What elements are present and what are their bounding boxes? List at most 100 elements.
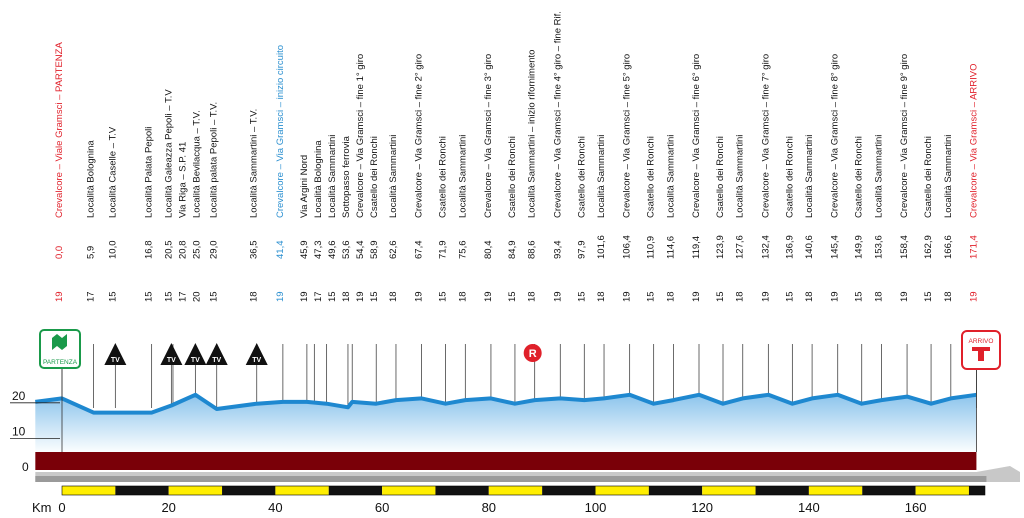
waypoint-name: Sottopasso ferrovia — [341, 135, 352, 218]
waypoint-km: 49,6 — [327, 241, 338, 260]
waypoint-name: Località Bolognina — [85, 140, 96, 218]
x-tick-label: 20 — [161, 500, 175, 515]
waypoint-altitude: 18 — [388, 291, 399, 302]
start-badge-text: PARTENZA — [43, 359, 78, 366]
waypoint-name-part: Csatello dei Ronchi — [784, 136, 795, 218]
waypoint-altitude: 19 — [414, 291, 425, 302]
km-ruler-segment — [595, 486, 649, 495]
waypoint-name: Località Bevilacqua – T.V. — [191, 110, 202, 218]
tv-warning-icon — [245, 343, 268, 365]
tv-marker: TV — [160, 343, 183, 365]
waypoint-altitude: 19 — [552, 291, 563, 302]
waypoint-name-part: Sottopasso ferrovia — [341, 135, 352, 218]
waypoint-name-part: Località Palata Pepoli — [144, 127, 155, 218]
waypoint-km: 140,6 — [804, 235, 815, 259]
waypoint-name-part: Csatello dei Ronchi — [854, 136, 865, 218]
km-ruler-segment — [115, 486, 169, 495]
waypoint-km: 67,4 — [414, 241, 425, 260]
waypoint-altitude: 19 — [275, 291, 286, 302]
waypoint-name-part: Località Sammartini — [457, 135, 468, 218]
markers: PARTENZA ARRIVO TV TV TV TV TV R — [39, 329, 1001, 370]
waypoint-name-part: Csatello dei Ronchi — [576, 136, 587, 218]
tv-label: TV — [212, 357, 221, 364]
waypoint-name-part: Località Sammartini — [596, 135, 607, 218]
profile-area — [35, 394, 977, 454]
waypoint-column: 15 136,9 Csatello dei Ronchi — [784, 136, 795, 408]
waypoint-column: 19 45,9 Via Argini Nord — [299, 155, 310, 408]
km-ruler-segment — [222, 486, 276, 495]
waypoint-name-part: Crevalcore – Via Gramsci – — [968, 100, 979, 218]
waypoint-column: 15 71,9 Csatello dei Ronchi — [438, 136, 449, 408]
tv-marker: TV — [184, 343, 207, 365]
waypoint-column: 18 75,6 Località Sammartini — [457, 135, 468, 408]
waypoint-column: 15 97,9 Csatello dei Ronchi — [576, 136, 587, 408]
waypoint-km: 158,4 — [899, 235, 910, 259]
waypoint-column: 15 110,9 Csatello dei Ronchi — [646, 136, 657, 408]
x-tick-label: 80 — [482, 500, 496, 515]
waypoint-name-part: Località Caselle – T.V — [107, 126, 118, 218]
waypoint-altitude: 15 — [715, 291, 726, 302]
waypoint-name: Csatello dei Ronchi — [438, 136, 449, 218]
waypoint-name-part: Località palata Pepoli – T.V. — [209, 102, 220, 218]
waypoint-column: 18 166,6 Località Sammartini — [943, 135, 954, 408]
waypoint-altitude: 15 — [327, 291, 338, 302]
y-tick-label: 10 — [12, 424, 26, 438]
waypoint-km: 5,9 — [85, 246, 96, 259]
waypoint-altitude: 15 — [438, 291, 449, 302]
km-ruler-segment — [862, 486, 916, 495]
waypoint-altitude: 19 — [899, 291, 910, 302]
waypoint-name: Località palata Pepoli – T.V. — [209, 102, 220, 218]
waypoint-km: 149,9 — [854, 235, 865, 259]
waypoint-altitude: 15 — [107, 291, 118, 302]
waypoint-column: 18 153,6 Località Sammartini — [873, 135, 884, 408]
waypoint-km: 119,4 — [691, 236, 702, 259]
waypoint-km: 62,6 — [388, 241, 399, 260]
waypoint-km: 97,9 — [576, 241, 587, 260]
waypoint-altitude: 18 — [665, 291, 676, 302]
waypoint-name: Località Sammartini – inizio riforniment… — [527, 50, 538, 218]
waypoint-column: 15 84,9 Csatello dei Ronchi — [507, 136, 518, 408]
waypoint-km: 110,9 — [646, 236, 657, 259]
waypoint-name: Località Sammartini — [457, 135, 468, 218]
waypoint-altitude: 19 — [830, 291, 841, 302]
waypoint-column: 19 119,4 Crevalcore – Via Gramsci – fine 6… — [691, 54, 702, 408]
waypoint-altitude: 18 — [249, 291, 260, 302]
waypoint-name-part: Crevalcore – Via Gramsci – fine 8° giro — [830, 54, 841, 218]
waypoint-name: Località Caselle – T.V — [107, 126, 118, 218]
km-ruler-segment — [62, 486, 116, 495]
waypoint-column: 17 47,3 Località Bolognina — [313, 140, 324, 408]
waypoint-name: Crevalcore – Via Gramsci – fine 8° giro — [830, 54, 841, 218]
tv-warning-icon — [104, 343, 127, 365]
waypoint-name-part: Crevalcore – Via Gramsci – fine 1° giro — [355, 54, 366, 218]
waypoint-km: 93,4 — [552, 241, 563, 260]
waypoint-name-part: Csatello dei Ronchi — [646, 136, 657, 218]
waypoint-name-part: Località Sammartini – T.V. — [249, 109, 260, 218]
waypoint-name-part: Località Bolognina — [85, 140, 96, 218]
waypoint-name: Via Riga – S.P. 41 — [177, 142, 188, 218]
km-ruler-segment — [435, 486, 489, 495]
waypoint-name-part: Località Sammartini — [735, 135, 746, 218]
waypoint-name-part: Località Sammartini — [388, 135, 399, 218]
waypoint-name: Località Sammartini — [596, 135, 607, 218]
waypoint-column: 19 106,4 Crevalcore – Via Gramsci – fine 5… — [622, 54, 633, 408]
waypoint-altitude: 19 — [355, 291, 366, 302]
waypoint-altitude: 18 — [873, 291, 884, 302]
waypoint-column: 19 41,4 Crevalcore – Via Gramsci – inizio … — [275, 45, 286, 408]
waypoint-km: 106,4 — [622, 235, 633, 259]
waypoint-km: 58,9 — [369, 241, 380, 260]
waypoint-name: Località Sammartini — [327, 135, 338, 218]
waypoint-km: 153,6 — [873, 235, 884, 259]
tv-label: TV — [111, 357, 120, 364]
km-ruler-segment — [488, 486, 543, 495]
waypoint-name: Crevalcore – Viale Gramsci – PARTENZA — [54, 42, 65, 218]
waypoint-name: Località Bolognina — [313, 140, 324, 218]
tv-warning-icon — [205, 343, 228, 365]
waypoint-name: Località Sammartini — [804, 135, 815, 218]
waypoint-name: Via Argini Nord — [299, 155, 310, 218]
waypoint-name: Località Palata Pepoli — [144, 127, 155, 218]
km-ruler-segment — [702, 486, 756, 495]
x-tick-label: 100 — [585, 500, 607, 515]
waypoint-column: 17 20,8 Via Riga – S.P. 41 — [172, 142, 188, 408]
waypoint-column: 18 53,6 Sottopasso ferrovia — [341, 135, 352, 408]
